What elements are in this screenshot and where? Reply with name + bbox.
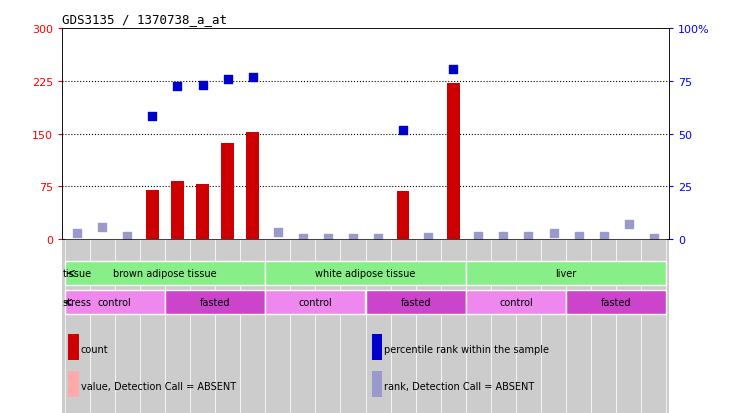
Bar	[566, 240, 591, 413]
Point	[598, 233, 610, 240]
Bar	[64, 240, 90, 413]
Text: rank, Detection Call = ABSENT: rank, Detection Call = ABSENT	[385, 381, 534, 391]
Text: control: control	[98, 297, 132, 308]
Bar	[265, 290, 366, 315]
Bar	[90, 240, 115, 413]
Bar	[371, 334, 382, 360]
Bar	[265, 240, 290, 413]
Bar	[466, 290, 566, 315]
Bar	[366, 290, 466, 315]
Bar	[366, 240, 390, 413]
Point	[197, 83, 208, 89]
Bar	[215, 240, 240, 413]
Bar	[171, 182, 183, 240]
Bar	[146, 190, 159, 240]
Bar	[246, 133, 259, 240]
Point	[221, 76, 233, 83]
Text: fasted: fasted	[401, 297, 431, 308]
Point	[172, 83, 183, 90]
Bar	[641, 240, 667, 413]
Bar	[397, 192, 409, 240]
Bar	[541, 240, 566, 413]
Point	[472, 233, 484, 240]
Bar	[196, 185, 209, 240]
Point	[322, 235, 334, 242]
Point	[447, 66, 459, 73]
Text: fasted: fasted	[601, 297, 632, 308]
Point	[96, 224, 108, 231]
Point	[72, 230, 83, 237]
Bar	[441, 240, 466, 413]
Text: fasted: fasted	[200, 297, 230, 308]
Point	[548, 230, 559, 237]
Bar	[591, 240, 616, 413]
Point	[648, 235, 659, 242]
Bar	[616, 240, 641, 413]
Text: count: count	[81, 344, 109, 354]
Text: GDS3135 / 1370738_a_at: GDS3135 / 1370738_a_at	[62, 13, 227, 26]
Point	[121, 233, 133, 240]
Bar	[566, 290, 667, 315]
Bar	[165, 240, 190, 413]
Bar	[416, 240, 441, 413]
Point	[372, 235, 384, 242]
Bar	[190, 240, 215, 413]
Bar	[64, 261, 265, 286]
Text: control: control	[298, 297, 332, 308]
Point	[423, 234, 434, 241]
Text: value, Detection Call = ABSENT: value, Detection Call = ABSENT	[81, 381, 236, 391]
Bar	[64, 290, 165, 315]
Text: liver: liver	[556, 268, 577, 279]
Bar	[516, 240, 541, 413]
Text: percentile rank within the sample: percentile rank within the sample	[385, 344, 549, 354]
Point	[573, 233, 585, 240]
Bar	[221, 143, 234, 240]
Text: control: control	[499, 297, 533, 308]
Bar	[140, 240, 165, 413]
Text: stress: stress	[62, 297, 91, 308]
Point	[397, 128, 409, 134]
Point	[297, 235, 308, 242]
Bar	[390, 240, 416, 413]
Point	[623, 221, 635, 228]
Bar	[165, 290, 265, 315]
Bar	[115, 240, 140, 413]
Bar	[68, 371, 79, 397]
Point	[498, 233, 510, 240]
Point	[347, 235, 359, 242]
Point	[247, 75, 259, 81]
Bar	[265, 261, 466, 286]
Bar	[491, 240, 516, 413]
Point	[272, 229, 284, 236]
Bar	[371, 371, 382, 397]
Bar	[290, 240, 315, 413]
Bar	[466, 261, 667, 286]
Text: tissue: tissue	[62, 268, 91, 279]
Point	[146, 113, 158, 120]
Text: brown adipose tissue: brown adipose tissue	[113, 268, 216, 279]
Bar	[68, 334, 79, 360]
Bar	[240, 240, 265, 413]
Bar	[341, 240, 366, 413]
Bar	[315, 240, 341, 413]
Bar	[62, 240, 669, 413]
Text: white adipose tissue: white adipose tissue	[315, 268, 416, 279]
Bar	[447, 84, 460, 240]
Point	[523, 233, 534, 240]
Bar	[466, 240, 491, 413]
